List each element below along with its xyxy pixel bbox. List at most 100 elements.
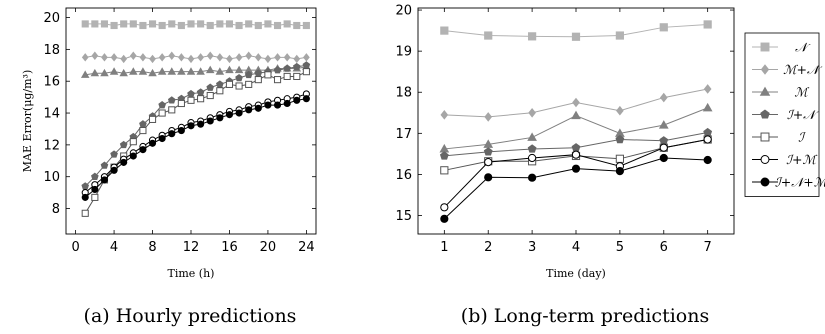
data-point — [91, 193, 99, 201]
data-point — [197, 20, 205, 28]
series-pentagon — [439, 127, 713, 160]
data-point — [206, 83, 215, 91]
data-point — [235, 53, 243, 62]
x-axis-label: Time (h) — [168, 267, 215, 280]
data-point — [129, 20, 137, 28]
data-point — [703, 84, 712, 94]
x-tick-label: 8 — [148, 240, 156, 255]
data-point — [120, 20, 128, 28]
data-point — [197, 120, 205, 128]
data-point — [215, 67, 225, 75]
data-point — [120, 54, 128, 64]
data-point — [187, 89, 195, 98]
data-point — [177, 99, 185, 108]
data-point — [254, 21, 262, 30]
data-point — [484, 112, 493, 122]
x-tick-label: 6 — [660, 240, 668, 255]
legend-marker — [760, 64, 770, 75]
data-point — [100, 161, 109, 169]
data-point — [158, 21, 166, 30]
y-tick-label: 15 — [395, 209, 412, 224]
legend-label: ℐ+ℳ — [786, 152, 817, 167]
data-point — [293, 21, 301, 30]
data-point — [216, 53, 224, 62]
data-point — [119, 68, 128, 77]
data-point — [187, 54, 195, 64]
data-point — [264, 20, 272, 28]
data-point — [91, 20, 99, 28]
data-point — [440, 110, 449, 120]
legend-label: ℳ — [794, 85, 809, 100]
data-point — [439, 151, 449, 160]
data-point — [302, 95, 310, 103]
legend-label: ℐ — [798, 130, 806, 145]
data-point — [226, 54, 233, 64]
data-point — [615, 167, 624, 176]
data-point — [149, 54, 156, 64]
data-point — [91, 185, 99, 193]
data-point — [177, 67, 186, 75]
data-point — [283, 53, 291, 62]
data-point — [129, 51, 137, 60]
data-point — [100, 20, 109, 28]
data-point — [158, 134, 166, 143]
data-point — [235, 74, 243, 82]
data-point — [196, 67, 205, 75]
data-point — [440, 214, 449, 223]
data-point — [139, 21, 147, 30]
data-point — [572, 97, 580, 108]
data-point — [659, 153, 668, 163]
data-point — [235, 82, 243, 90]
chart-long-term: 1 2 3 4 5 6 7 15 16 17 18 19 20 Time (day) — [395, 4, 735, 280]
data-point — [703, 135, 712, 144]
data-point — [225, 20, 234, 28]
data-point — [292, 62, 301, 71]
series-line — [84, 64, 307, 187]
data-point — [139, 53, 147, 62]
x-tick-label: 1 — [440, 240, 448, 255]
data-point — [264, 71, 272, 79]
data-point — [119, 140, 128, 149]
data-point — [148, 20, 157, 28]
data-point — [216, 87, 224, 95]
data-point — [293, 72, 301, 80]
data-point — [283, 72, 291, 80]
data-point — [167, 67, 177, 75]
data-point — [571, 110, 581, 120]
data-point — [245, 80, 253, 88]
data-point — [206, 91, 214, 100]
data-point — [254, 76, 262, 84]
caption-hourly: (a) Hourly predictions — [84, 305, 297, 327]
data-point — [274, 53, 281, 62]
x-tick-label: 12 — [183, 240, 200, 255]
data-point — [148, 139, 157, 147]
data-point — [120, 158, 128, 166]
data-point — [283, 64, 291, 72]
data-point — [81, 20, 89, 28]
series-circle — [81, 95, 310, 201]
data-point — [245, 20, 253, 28]
data-point — [139, 146, 147, 154]
data-point — [254, 53, 262, 62]
plot-frame — [417, 7, 735, 235]
caption-long-term: (b) Long-term predictions — [461, 305, 709, 327]
data-point — [264, 101, 272, 109]
data-point — [703, 127, 713, 137]
y-tick-label: 20 — [43, 11, 60, 26]
data-point — [197, 95, 205, 103]
data-point — [101, 53, 108, 62]
legend: 𝒩ℳ+𝒩ℳℐ+𝒩ℐℐ+ℳℐ+𝒩+ℳ — [744, 32, 825, 197]
x-tick-label: 3 — [528, 240, 536, 255]
y-tick-label: 18 — [395, 86, 412, 101]
legend-marker — [760, 155, 770, 164]
data-point — [129, 67, 138, 75]
data-point — [293, 96, 301, 104]
data-point — [245, 51, 253, 60]
data-point — [206, 117, 214, 125]
series-line — [85, 23, 307, 27]
y-tick-label: 8 — [52, 202, 60, 217]
data-point — [264, 54, 272, 64]
data-point — [528, 153, 537, 163]
data-point — [528, 32, 537, 41]
data-point — [225, 65, 234, 74]
